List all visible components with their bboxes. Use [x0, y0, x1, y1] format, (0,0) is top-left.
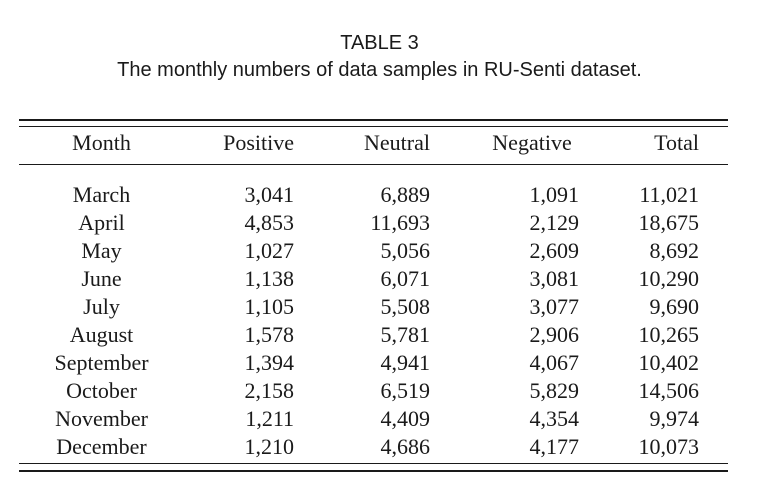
cell-positive: 1,027 [244, 238, 295, 263]
cell-negative: 2,609 [529, 238, 580, 263]
table-row: December 1,210 4,686 4,177 10,073 [19, 433, 728, 461]
table-row: September 1,394 4,941 4,067 10,402 [19, 349, 728, 377]
cell-month: December [56, 434, 147, 459]
cell-neutral: 4,941 [380, 350, 431, 375]
table-header: Month Positive Neutral Negative Total [19, 129, 728, 157]
cell-positive: 1,210 [244, 434, 295, 459]
cell-month: July [83, 294, 120, 319]
table-header-rule [19, 164, 728, 165]
cell-negative: 4,354 [529, 406, 580, 431]
header-positive: Positive [223, 130, 294, 155]
table-body: March 3,041 6,889 1,091 11,021 April 4,853 11,6… [19, 181, 728, 461]
cell-negative: 5,829 [529, 378, 580, 403]
table-row: March 3,041 6,889 1,091 11,021 [19, 181, 728, 209]
cell-neutral: 6,071 [380, 266, 431, 291]
cell-negative: 2,906 [529, 322, 580, 347]
table-row: July 1,105 5,508 3,077 9,690 [19, 293, 728, 321]
cell-neutral: 4,409 [380, 406, 431, 431]
cell-month: August [69, 322, 134, 347]
cell-total: 9,974 [649, 406, 700, 431]
cell-month: May [81, 238, 122, 263]
cell-neutral: 5,781 [380, 322, 431, 347]
cell-total: 11,021 [639, 182, 699, 207]
header-negative: Negative [492, 130, 572, 155]
cell-month: September [54, 350, 149, 375]
cell-positive: 1,138 [244, 266, 295, 291]
cell-negative: 3,077 [529, 294, 580, 319]
cell-positive: 1,578 [244, 322, 295, 347]
header-row: Month Positive Neutral Negative Total [19, 129, 728, 157]
table-caption-label: TABLE 3 [340, 32, 419, 54]
cell-positive: 3,041 [244, 182, 295, 207]
cell-positive: 1,394 [244, 350, 295, 375]
cell-neutral: 6,889 [380, 182, 431, 207]
table-top-rule-inner [19, 126, 728, 127]
cell-month: June [81, 266, 122, 291]
cell-positive: 1,211 [245, 406, 294, 431]
cell-negative: 4,177 [529, 434, 580, 459]
table-row: May 1,027 5,056 2,609 8,692 [19, 237, 728, 265]
cell-month: November [55, 406, 148, 431]
cell-positive: 2,158 [244, 378, 295, 403]
cell-positive: 1,105 [244, 294, 295, 319]
cell-total: 10,290 [638, 266, 700, 291]
cell-total: 10,265 [638, 322, 700, 347]
cell-neutral: 11,693 [370, 210, 430, 235]
cell-total: 9,690 [649, 294, 700, 319]
table-row: June 1,138 6,071 3,081 10,290 [19, 265, 728, 293]
table-row: November 1,211 4,409 4,354 9,974 [19, 405, 728, 433]
table-row: October 2,158 6,519 5,829 14,506 [19, 377, 728, 405]
cell-total: 10,073 [638, 434, 700, 459]
cell-positive: 4,853 [244, 210, 295, 235]
header-total: Total [654, 130, 699, 155]
cell-neutral: 4,686 [380, 434, 431, 459]
cell-month: March [72, 182, 131, 207]
table-row: April 4,853 11,693 2,129 18,675 [19, 209, 728, 237]
cell-total: 18,675 [638, 210, 700, 235]
cell-negative: 2,129 [529, 210, 580, 235]
table-top-rule-outer [19, 119, 728, 121]
cell-total: 8,692 [649, 238, 700, 263]
cell-neutral: 6,519 [380, 378, 431, 403]
header-month: Month [72, 130, 131, 155]
table-caption-text: The monthly numbers of data samples in R… [117, 59, 642, 81]
cell-negative: 4,067 [529, 350, 580, 375]
cell-month: April [78, 210, 125, 235]
header-neutral: Neutral [364, 130, 430, 155]
table-bottom-rule-inner [19, 463, 728, 464]
cell-neutral: 5,508 [380, 294, 431, 319]
cell-neutral: 5,056 [380, 238, 431, 263]
cell-total: 10,402 [638, 350, 700, 375]
cell-negative: 3,081 [529, 266, 580, 291]
cell-total: 14,506 [638, 378, 700, 403]
table-bottom-rule-outer [19, 470, 728, 472]
table-row: August 1,578 5,781 2,906 10,265 [19, 321, 728, 349]
cell-month: October [66, 378, 137, 403]
cell-negative: 1,091 [529, 182, 580, 207]
